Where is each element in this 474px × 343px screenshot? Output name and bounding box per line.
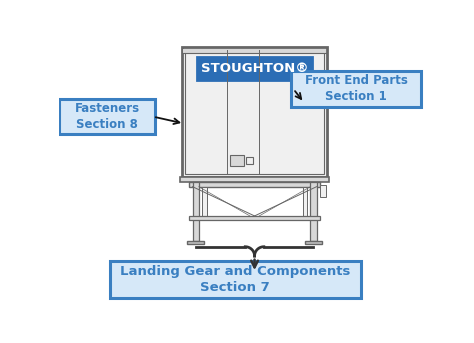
FancyBboxPatch shape — [182, 47, 328, 177]
FancyBboxPatch shape — [305, 240, 322, 245]
FancyBboxPatch shape — [302, 187, 307, 219]
FancyBboxPatch shape — [319, 185, 326, 198]
Text: Front End Parts
Section 1: Front End Parts Section 1 — [305, 74, 408, 103]
FancyBboxPatch shape — [246, 157, 253, 164]
FancyBboxPatch shape — [109, 261, 361, 298]
FancyBboxPatch shape — [187, 240, 204, 245]
FancyBboxPatch shape — [180, 177, 329, 182]
FancyBboxPatch shape — [230, 155, 244, 166]
FancyBboxPatch shape — [310, 182, 317, 240]
FancyBboxPatch shape — [291, 71, 421, 107]
Text: Fasteners
Section 8: Fasteners Section 8 — [75, 102, 140, 131]
Text: STOUGHTON®: STOUGHTON® — [201, 62, 309, 75]
Text: Landing Gear and Components
Section 7: Landing Gear and Components Section 7 — [120, 265, 350, 294]
FancyBboxPatch shape — [192, 182, 199, 240]
FancyBboxPatch shape — [202, 187, 207, 219]
FancyBboxPatch shape — [197, 57, 312, 80]
FancyBboxPatch shape — [190, 216, 319, 220]
FancyBboxPatch shape — [183, 49, 326, 54]
FancyBboxPatch shape — [190, 182, 319, 187]
FancyBboxPatch shape — [59, 99, 155, 134]
